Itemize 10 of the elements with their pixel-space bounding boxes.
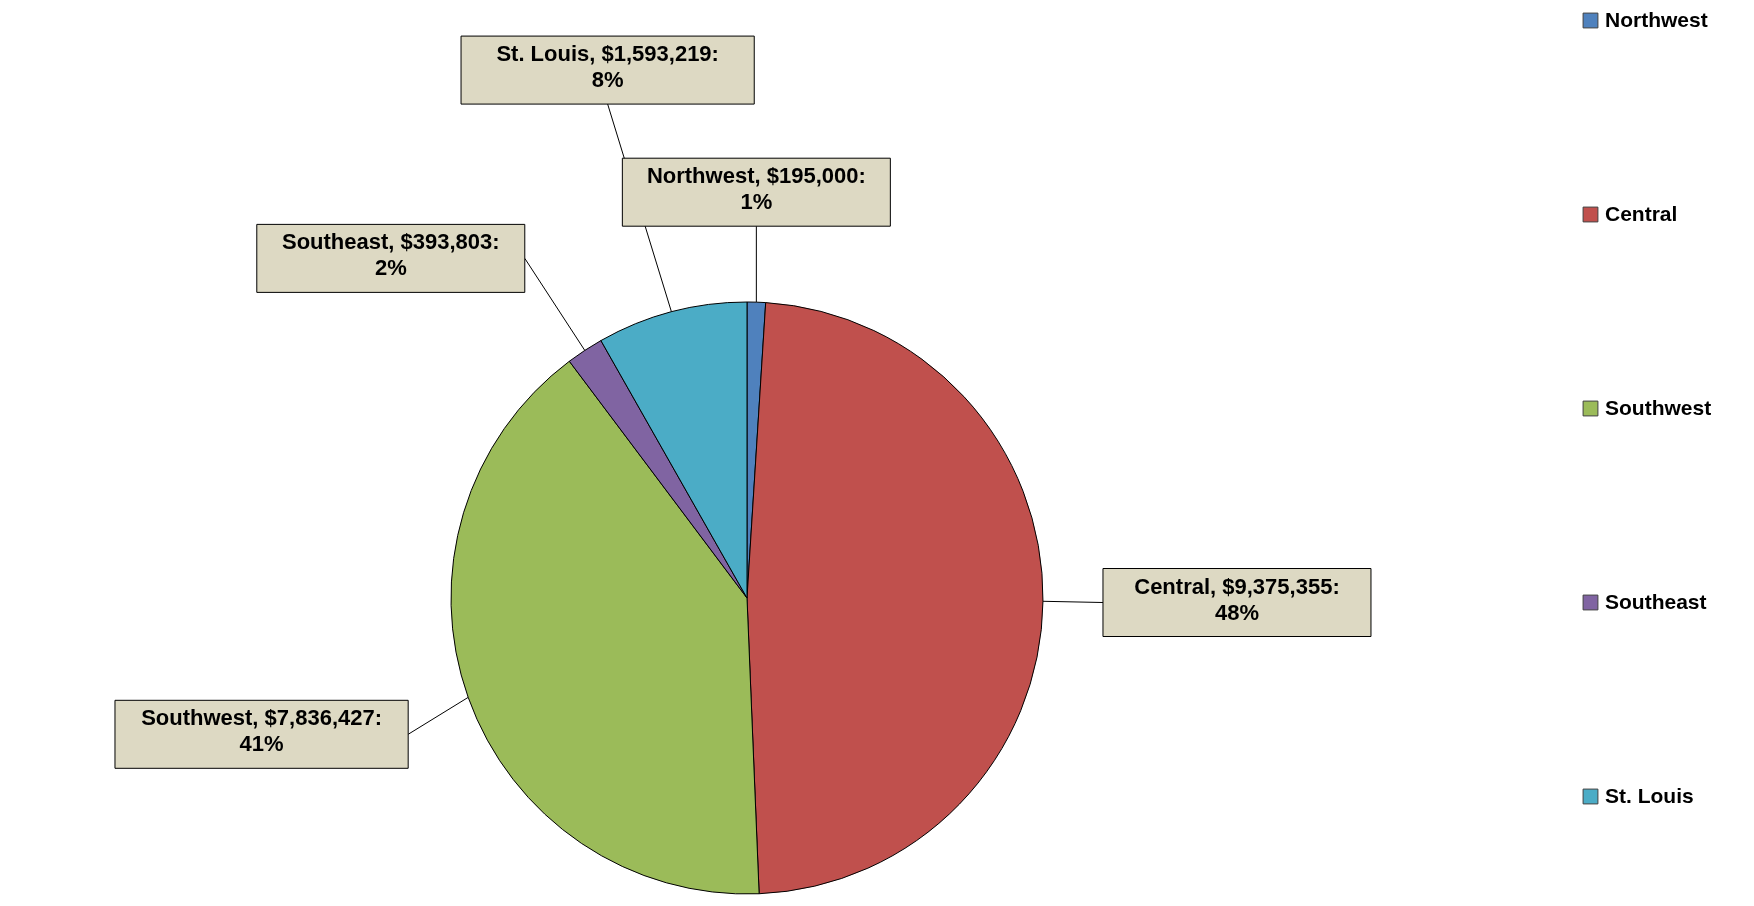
data-label: Southwest, $7,836,427: 41% xyxy=(141,705,383,757)
legend-label: Central xyxy=(1605,201,1678,225)
data-label: Southeast, $393,803: 2% xyxy=(281,229,500,281)
data-label: Central, $9,375,355: 48% xyxy=(1134,573,1340,625)
legend-label: Southeast xyxy=(1605,589,1707,613)
legend-label: Northwest xyxy=(1605,7,1708,31)
data-label: St. Louis, $1,593,219: 8% xyxy=(496,41,719,93)
legend-label: St. Louis xyxy=(1605,783,1694,807)
data-label: Northwest, $195,000: 1% xyxy=(646,163,866,215)
legend-label: Southwest xyxy=(1605,395,1712,419)
